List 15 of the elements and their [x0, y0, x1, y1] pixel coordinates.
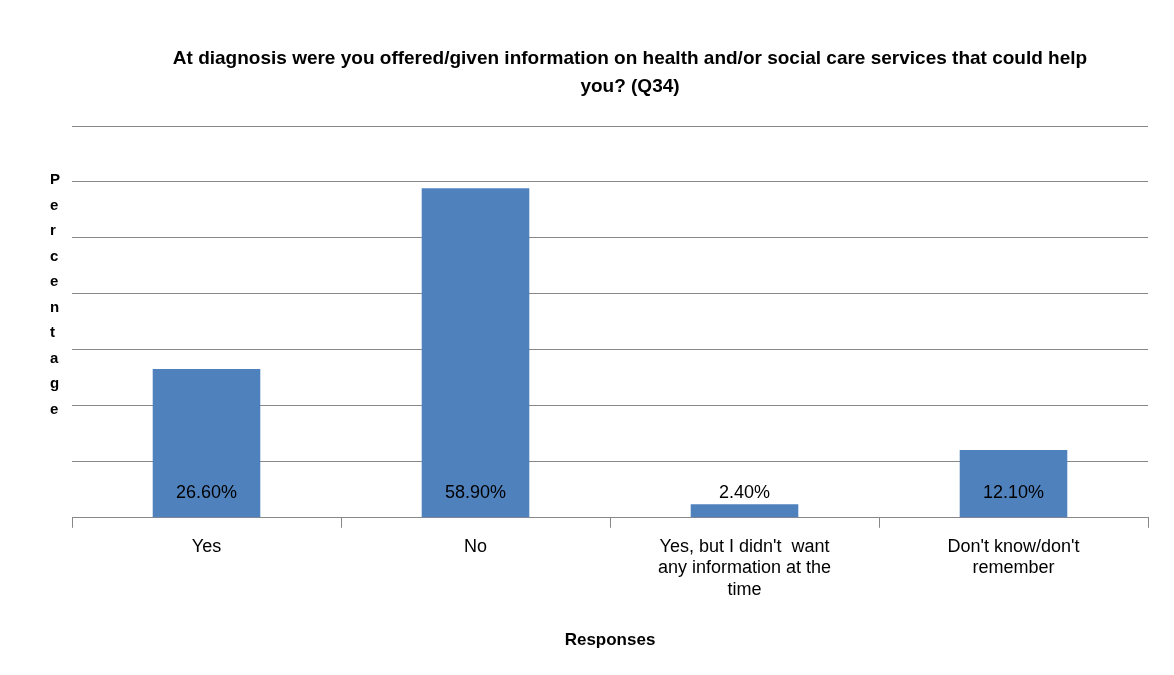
data-label: 12.10%	[982, 481, 1045, 502]
bar	[690, 504, 799, 518]
data-label: 26.60%	[175, 481, 238, 502]
chart-title: At diagnosis were you offered/given information on health and/or social care services that could help you? (Q34)	[171, 46, 1089, 98]
bar	[421, 188, 530, 518]
x-tick-label: Don't know/don't remember	[947, 535, 1080, 578]
text: Percentage	[50, 170, 61, 417]
bar	[959, 450, 1068, 518]
data-label: 2.40%	[718, 481, 771, 502]
x-tick-label: Yes	[191, 535, 222, 556]
x-axis-title: Responses	[564, 630, 656, 650]
x-tick-label: Yes, but I didn't want any information at the time	[657, 535, 832, 599]
x-tick-label: No	[463, 535, 488, 556]
data-label: 58.90%	[444, 481, 507, 502]
bar	[152, 368, 261, 518]
